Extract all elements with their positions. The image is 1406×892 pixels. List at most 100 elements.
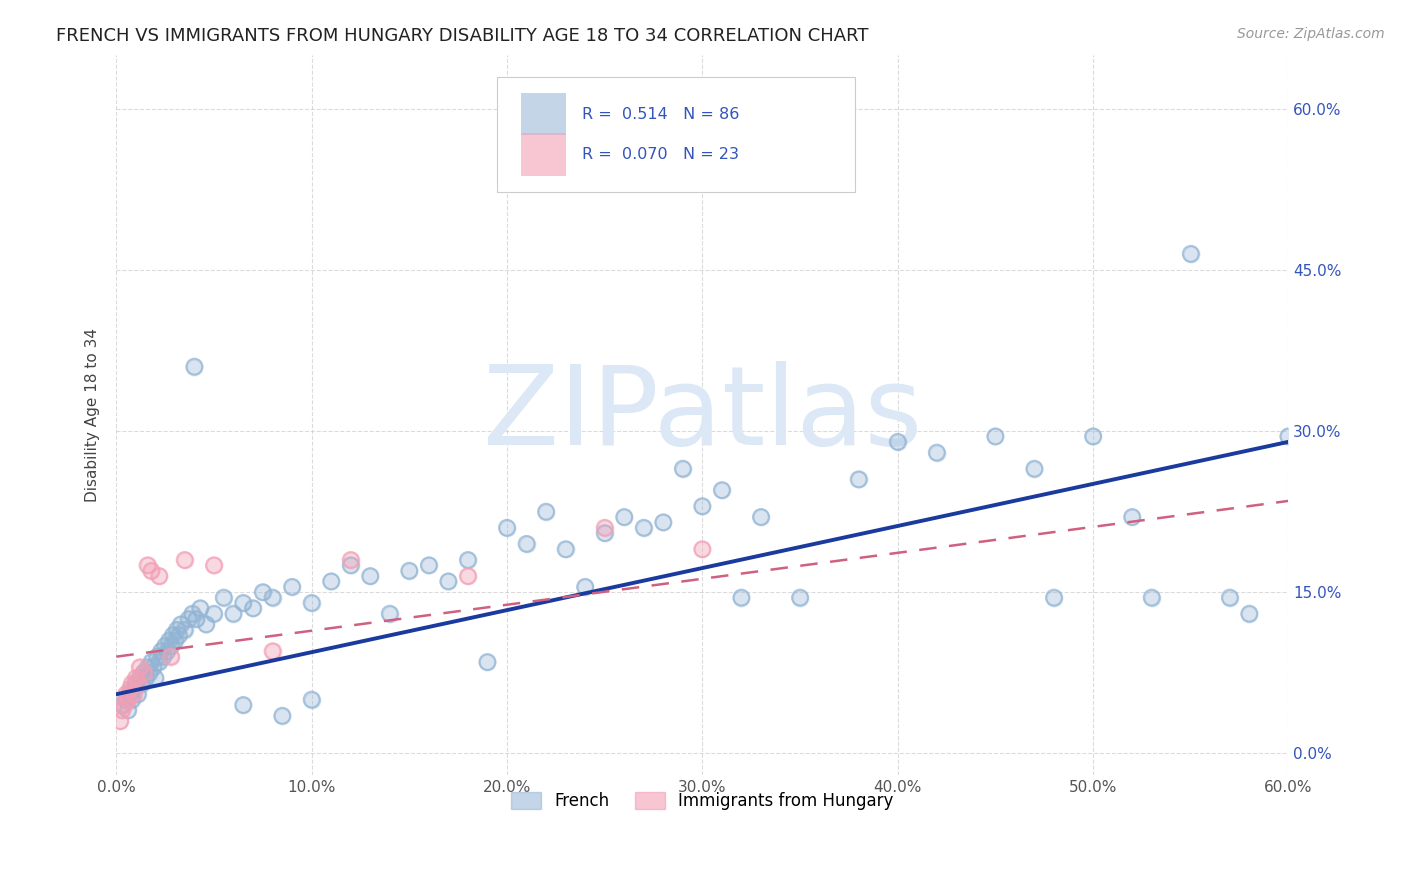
Point bbox=[692, 542, 714, 557]
Point bbox=[170, 617, 193, 632]
Point bbox=[177, 612, 200, 626]
Point bbox=[418, 558, 440, 573]
Point bbox=[156, 644, 179, 658]
Text: ZIPatlas: ZIPatlas bbox=[482, 361, 922, 468]
Point bbox=[457, 569, 479, 583]
Point bbox=[173, 623, 195, 637]
Point bbox=[162, 628, 184, 642]
Point bbox=[167, 628, 190, 642]
Point bbox=[163, 633, 186, 648]
Point bbox=[202, 558, 225, 573]
Point bbox=[1043, 591, 1066, 605]
Point bbox=[398, 564, 420, 578]
Point bbox=[1024, 461, 1046, 475]
FancyBboxPatch shape bbox=[520, 93, 567, 136]
Point bbox=[132, 665, 155, 680]
Point bbox=[111, 703, 134, 717]
Point bbox=[118, 687, 141, 701]
Point bbox=[160, 639, 183, 653]
FancyBboxPatch shape bbox=[520, 133, 567, 176]
Point bbox=[160, 649, 183, 664]
Point bbox=[128, 660, 150, 674]
Point bbox=[477, 655, 499, 669]
Point bbox=[128, 671, 150, 685]
Point bbox=[181, 607, 204, 621]
Point bbox=[125, 671, 148, 685]
Point bbox=[131, 676, 153, 690]
Point bbox=[143, 671, 166, 685]
Point bbox=[321, 574, 343, 589]
Point bbox=[301, 692, 323, 706]
Point bbox=[132, 665, 155, 680]
Text: R =  0.514   N = 86: R = 0.514 N = 86 bbox=[582, 107, 740, 121]
Point bbox=[554, 542, 576, 557]
Point bbox=[138, 665, 160, 680]
Point bbox=[173, 553, 195, 567]
Point bbox=[125, 676, 148, 690]
Point bbox=[212, 591, 235, 605]
Point bbox=[125, 676, 148, 690]
Point bbox=[121, 676, 143, 690]
Point bbox=[118, 681, 141, 696]
Point bbox=[131, 676, 153, 690]
Point bbox=[593, 521, 616, 535]
Point bbox=[186, 612, 208, 626]
Point bbox=[111, 698, 134, 712]
Point bbox=[418, 558, 440, 573]
Point bbox=[117, 692, 139, 706]
Point bbox=[730, 591, 752, 605]
Point bbox=[534, 505, 557, 519]
Point bbox=[122, 681, 145, 696]
Point bbox=[108, 714, 131, 728]
Point bbox=[160, 649, 183, 664]
Point bbox=[692, 500, 714, 514]
Point bbox=[1140, 591, 1163, 605]
Point bbox=[127, 687, 149, 701]
Point bbox=[339, 558, 361, 573]
Point bbox=[457, 569, 479, 583]
Point bbox=[132, 665, 155, 680]
Point bbox=[141, 564, 163, 578]
Point bbox=[136, 558, 159, 573]
Point bbox=[177, 612, 200, 626]
Point bbox=[613, 510, 636, 524]
Point bbox=[613, 510, 636, 524]
Point bbox=[271, 708, 294, 723]
Point bbox=[143, 671, 166, 685]
Point bbox=[108, 714, 131, 728]
Point bbox=[574, 580, 596, 594]
Point bbox=[339, 553, 361, 567]
Point bbox=[148, 569, 170, 583]
Point bbox=[152, 649, 174, 664]
Point bbox=[1219, 591, 1241, 605]
Point bbox=[127, 676, 149, 690]
Point bbox=[1180, 247, 1202, 261]
Point bbox=[252, 585, 274, 599]
Point bbox=[146, 649, 169, 664]
Point bbox=[162, 628, 184, 642]
Point bbox=[202, 607, 225, 621]
Point bbox=[202, 558, 225, 573]
Point bbox=[339, 553, 361, 567]
Point bbox=[111, 698, 134, 712]
Point bbox=[1081, 429, 1104, 443]
Point bbox=[121, 692, 143, 706]
Point bbox=[886, 434, 908, 449]
Point bbox=[477, 655, 499, 669]
Point bbox=[122, 687, 145, 701]
Point bbox=[160, 639, 183, 653]
Point bbox=[848, 472, 870, 486]
Point bbox=[301, 596, 323, 610]
Text: Source: ZipAtlas.com: Source: ZipAtlas.com bbox=[1237, 27, 1385, 41]
Point bbox=[789, 591, 811, 605]
Point bbox=[1219, 591, 1241, 605]
Point bbox=[1121, 510, 1143, 524]
Point bbox=[132, 665, 155, 680]
Point bbox=[359, 569, 381, 583]
Point bbox=[301, 692, 323, 706]
Point bbox=[117, 692, 139, 706]
Point bbox=[195, 617, 218, 632]
Point bbox=[157, 633, 180, 648]
Point bbox=[262, 644, 284, 658]
Point bbox=[242, 601, 264, 615]
